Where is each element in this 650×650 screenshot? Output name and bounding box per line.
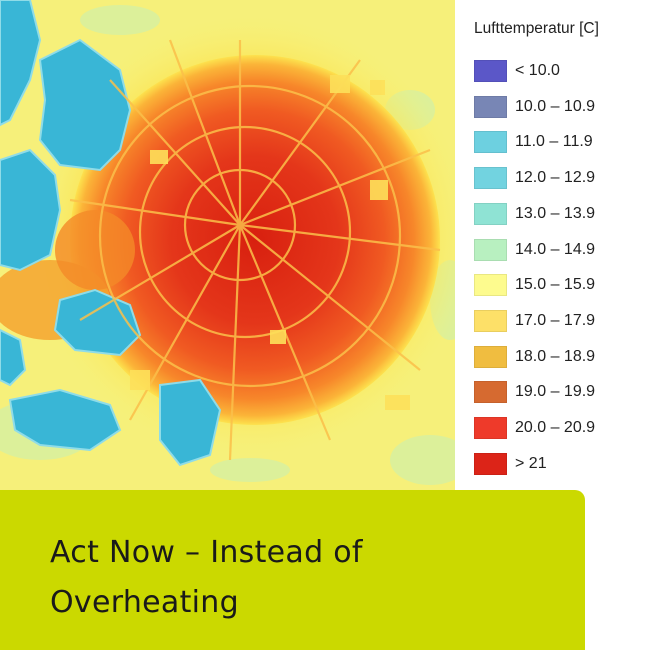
legend-swatch [474,60,507,82]
city-heat-core [70,55,440,425]
legend-item: 19.0 – 19.9 [474,381,596,404]
legend-swatch [474,202,507,225]
legend-swatch [474,417,507,439]
legend-swatch [474,167,507,190]
legend-item: 18.0 – 18.9 [474,345,596,368]
legend-item: 17.0 – 17.9 [474,309,596,332]
legend-label: 18.0 – 18.9 [515,347,596,365]
legend-item: > 21 [474,452,547,475]
legend-swatch [474,381,507,404]
legend-item: 10.0 – 10.9 [474,95,596,118]
legend-label: 15.0 – 15.9 [515,276,596,294]
legend-label: > 21 [515,454,547,472]
legend-swatch [474,131,507,154]
legend-item: < 10.0 [474,60,560,82]
urban-parks [130,75,410,410]
legend-item: 13.0 – 13.9 [474,202,596,225]
legend-item: 15.0 – 15.9 [474,274,596,297]
legend-swatch [474,95,507,118]
caption-banner: Act Now – Instead of Overheating [0,490,585,650]
legend-label: 20.0 – 20.9 [515,419,596,436]
legend-swatch [474,274,507,297]
legend-item: 11.0 – 11.9 [474,131,593,154]
legend-item: 14.0 – 14.9 [474,238,596,261]
legend-label: 19.0 – 19.9 [515,383,596,401]
legend-swatch [474,345,507,368]
legend-item: 12.0 – 12.9 [474,167,596,190]
legend-swatch [474,238,507,261]
legend-item: 20.0 – 20.9 [474,417,595,439]
legend-label: 13.0 – 13.9 [515,204,596,222]
legend-label: 10.0 – 10.9 [515,97,596,115]
temperature-map-graphic [0,0,462,490]
legend-label: 14.0 – 14.9 [515,240,596,258]
legend-title: Lufttemperatur [C] [474,20,599,37]
legend-swatch [474,452,507,475]
legend-swatch [474,309,507,332]
water-bodies [0,0,222,467]
legend-label: 17.0 – 17.9 [515,311,596,329]
caption-line-1: Act Now – Instead of [50,535,363,570]
legend-label: 11.0 – 11.9 [515,133,593,151]
legend-label: 12.0 – 12.9 [515,169,596,187]
caption-line-2: Overheating [50,585,239,620]
temperature-legend: Lufttemperatur [C] < 10.0 10.0 – 10.9 11.0… [462,0,650,490]
heat-map [0,0,462,490]
legend-label: < 10.0 [515,62,560,79]
